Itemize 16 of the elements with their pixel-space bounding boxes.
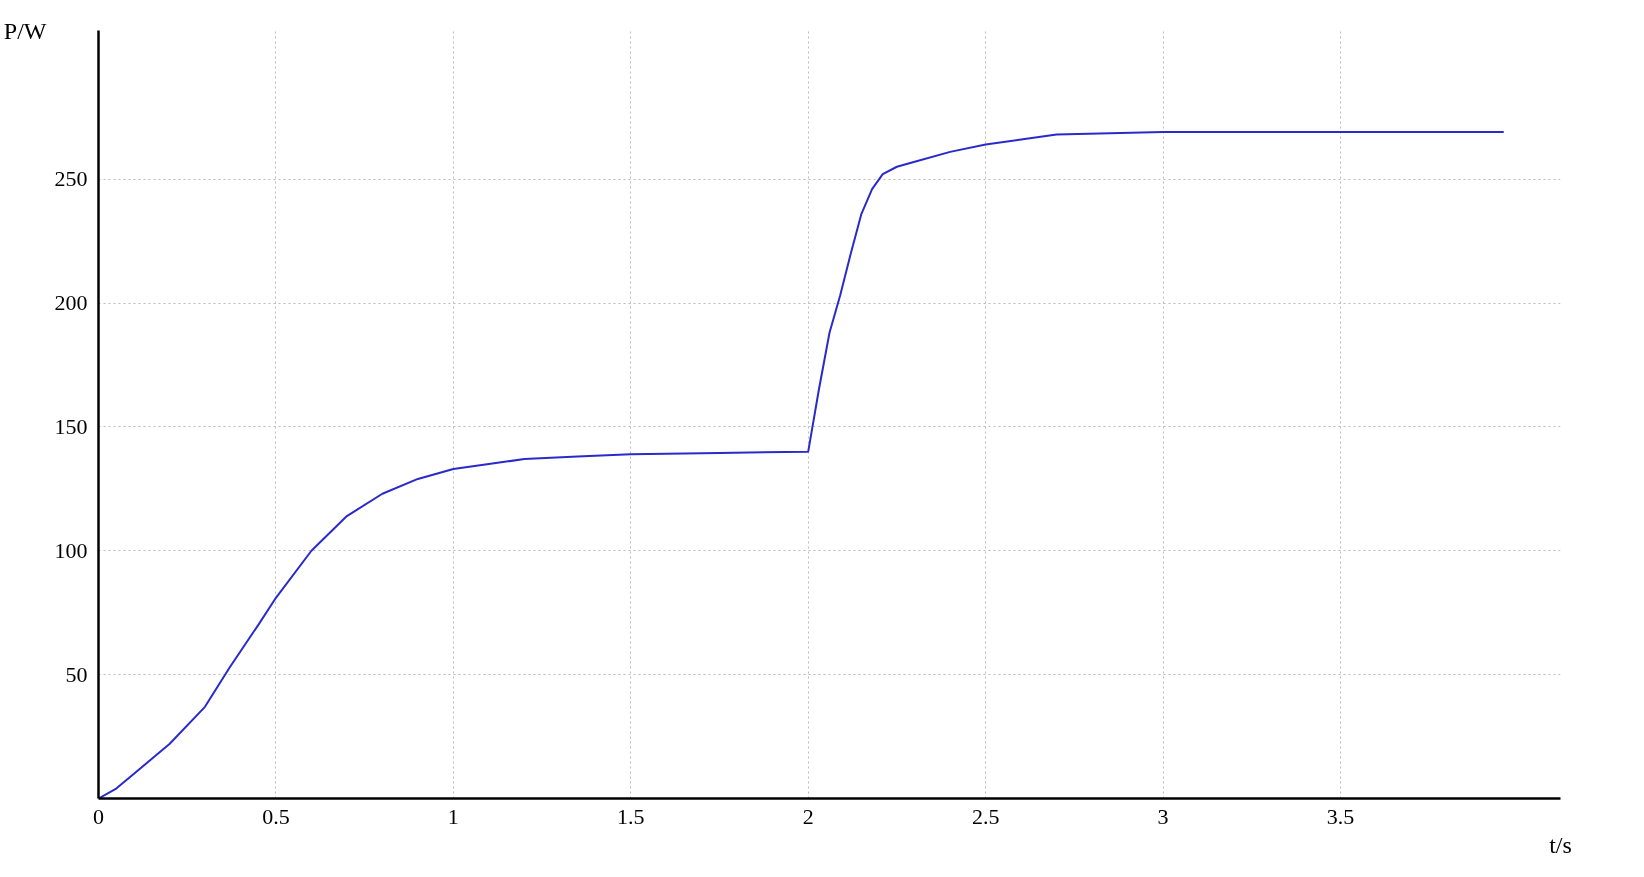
x-tick-label: 0.5 (262, 803, 290, 829)
y-tick-label: 250 (54, 166, 88, 192)
y-tick-label: 100 (54, 537, 88, 563)
line-series (98, 131, 1505, 799)
x-axis-title: t/s (1549, 831, 1572, 858)
x-tick-label: 1 (447, 803, 459, 829)
x-tick-label: 0 (93, 803, 104, 829)
x-tick-label: 2 (802, 803, 814, 829)
y-tick-label: 200 (54, 290, 88, 316)
x-tick-label: 3 (1157, 803, 1169, 829)
y-tick-label: 50 (65, 661, 88, 687)
x-tick-label: 1.5 (617, 803, 645, 829)
y-tick-label: 150 (54, 413, 88, 439)
x-tick-label: 3.5 (1326, 803, 1355, 829)
x-tick-label: 2.5 (971, 803, 1000, 829)
y-axis-title: P/W (3, 17, 47, 44)
